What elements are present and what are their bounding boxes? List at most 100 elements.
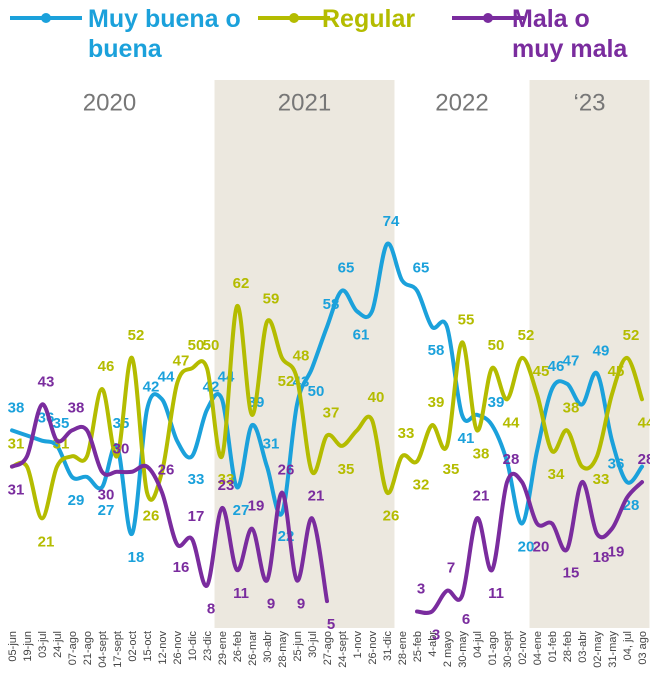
data-label: 21 xyxy=(308,487,325,504)
data-label: 39 xyxy=(428,394,445,411)
x-tick-label: 31-may xyxy=(607,631,619,668)
x-tick-label: 26-nov xyxy=(367,631,379,665)
data-label: 42 xyxy=(143,379,160,396)
x-tick-label: 04-jul xyxy=(472,631,484,658)
data-label: 36 xyxy=(608,456,625,473)
x-tick-label: 10-dic xyxy=(187,631,199,661)
data-label: 52 xyxy=(128,327,145,344)
x-tick-label: 02-oct xyxy=(127,631,139,662)
data-label: 33 xyxy=(188,471,205,488)
x-tick-label: 24-jul xyxy=(52,631,64,658)
legend-swatch-dot xyxy=(483,13,493,23)
data-label: 19 xyxy=(608,544,625,561)
x-tick-label: 26-feb xyxy=(232,631,244,662)
data-label: 52 xyxy=(518,327,535,344)
x-tick-label: 03-abr xyxy=(577,631,589,663)
legend-label: Mala o muy mala xyxy=(512,5,628,63)
series-line xyxy=(415,471,644,615)
legend-label: Regular xyxy=(322,5,416,33)
x-tick-label: 03-jul xyxy=(37,631,49,658)
data-label: 18 xyxy=(593,549,610,566)
data-label: 46 xyxy=(98,358,115,375)
x-tick-label: 23-dic xyxy=(202,631,214,661)
data-label: 50 xyxy=(188,337,205,354)
x-tick-label: 29-ene xyxy=(217,631,229,665)
data-label: 41 xyxy=(458,430,475,447)
x-tick-label: 02-nov xyxy=(517,631,529,665)
data-label: 33 xyxy=(218,471,235,488)
data-label: 15 xyxy=(563,564,580,581)
data-label: 59 xyxy=(263,291,280,308)
data-label: 37 xyxy=(323,404,340,421)
data-label: 30 xyxy=(113,441,130,458)
data-label: 8 xyxy=(207,601,215,618)
x-tick-label: 28-may xyxy=(277,631,289,668)
x-tick-label: 04-ene xyxy=(532,631,544,665)
data-label: 74 xyxy=(383,213,400,230)
data-label: 26 xyxy=(158,461,175,478)
data-label: 61 xyxy=(353,326,370,343)
data-label: 38 xyxy=(68,399,85,416)
data-label: 35 xyxy=(443,461,460,478)
data-label: 9 xyxy=(267,595,275,612)
x-tick-label: 30-sept xyxy=(502,631,514,668)
x-tick-label: 03 ago xyxy=(637,631,649,665)
data-label: 65 xyxy=(338,260,355,277)
data-label: 28 xyxy=(638,451,650,468)
x-tick-label: 19-jun xyxy=(22,631,34,662)
data-label: 38 xyxy=(563,399,580,416)
data-label: 6 xyxy=(462,611,470,628)
period-band xyxy=(529,80,650,628)
x-tick-label: 05-jun xyxy=(7,631,19,662)
data-label: 52 xyxy=(623,327,640,344)
data-label: 26 xyxy=(383,507,400,524)
data-label: 44 xyxy=(158,368,175,385)
data-label: 31 xyxy=(263,436,280,453)
data-label: 17 xyxy=(188,508,205,525)
data-label: 50 xyxy=(308,383,325,400)
data-label: 26 xyxy=(278,461,295,478)
data-label: 50 xyxy=(203,337,220,354)
data-label: 35 xyxy=(53,415,70,432)
data-label: 58 xyxy=(323,296,340,313)
data-label: 9 xyxy=(297,595,305,612)
data-label: 3 xyxy=(432,626,440,643)
x-tick-label: 28-ene xyxy=(397,631,409,665)
x-tick-label: 01-ago xyxy=(487,631,499,665)
legend-item: Mala o muy mala xyxy=(512,4,648,64)
data-label: 5 xyxy=(327,616,335,633)
data-label: 34 xyxy=(548,466,565,483)
x-tick-label: 04, jul xyxy=(622,631,634,660)
year-label: 2022 xyxy=(435,89,488,116)
data-label: 58 xyxy=(428,342,445,359)
x-tick-label: 25-feb xyxy=(412,631,424,662)
x-tick-label: 26-mar xyxy=(247,631,259,666)
year-label: ‘23 xyxy=(573,89,605,116)
x-tick-label: 26-nov xyxy=(172,631,184,665)
x-tick-label: 01-feb xyxy=(547,631,559,662)
x-tick-label: 25-jun xyxy=(292,631,304,662)
x-tick-label: 12-nov xyxy=(157,631,169,665)
x-tick-label: 27-ago xyxy=(322,631,334,665)
legend-item: Regular xyxy=(322,4,442,34)
x-tick-label: 30-may xyxy=(457,631,469,668)
data-label: 32 xyxy=(413,476,430,493)
x-tick-label: 4-abr xyxy=(427,631,439,657)
series-line xyxy=(10,304,644,521)
data-label: 48 xyxy=(293,348,310,365)
data-label: 33 xyxy=(398,425,415,442)
data-label: 65 xyxy=(413,260,430,277)
data-label: 45 xyxy=(608,363,625,380)
data-label: 43 xyxy=(38,373,55,390)
x-tick-label: 02-may xyxy=(592,631,604,668)
data-label: 46 xyxy=(548,358,565,375)
data-label: 23 xyxy=(218,477,235,494)
data-label: 52 xyxy=(278,373,295,390)
data-label: 30 xyxy=(98,487,115,504)
data-label: 18 xyxy=(128,549,145,566)
data-label: 31 xyxy=(8,482,25,499)
data-label: 11 xyxy=(233,585,249,602)
data-label: 11 xyxy=(488,585,504,602)
